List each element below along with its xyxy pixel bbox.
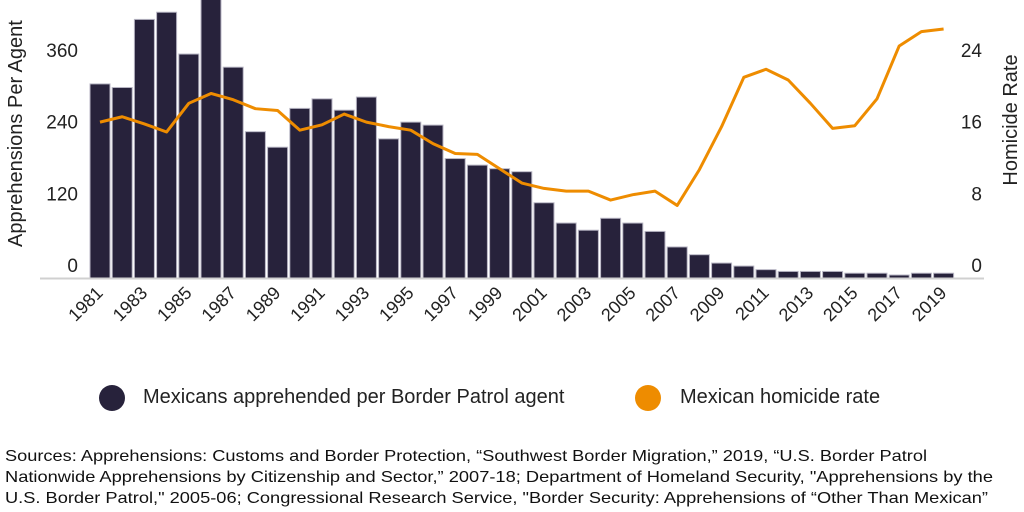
x-tick-label: 1985 xyxy=(153,283,195,325)
x-tick-label: 2013 xyxy=(775,283,817,325)
bar-1981 xyxy=(89,83,111,279)
bar-2004 xyxy=(600,217,622,279)
x-tick-label: 2003 xyxy=(553,283,595,325)
bar-2003 xyxy=(577,229,599,279)
bar-2005 xyxy=(622,222,644,279)
bar-2016 xyxy=(866,272,888,279)
bars-group xyxy=(89,0,955,279)
bar-1997 xyxy=(444,158,466,279)
bar-2019 xyxy=(933,272,955,279)
y-tick-label: 360 xyxy=(46,41,78,62)
x-tick-label: 2007 xyxy=(642,283,684,325)
bar-2010 xyxy=(733,265,755,279)
x-tick-label: 1991 xyxy=(286,283,328,325)
bar-1986 xyxy=(200,0,222,279)
bar-1983 xyxy=(133,18,155,279)
legend-label-homicide: Mexican homicide rate xyxy=(680,386,880,408)
x-tick-label: 1993 xyxy=(331,283,373,325)
y-tick-label: 0 xyxy=(67,256,78,277)
bar-1992 xyxy=(333,109,355,279)
legend: Mexicans apprehended per Border Patrol a… xyxy=(99,385,880,411)
x-tick-label: 2001 xyxy=(508,283,550,325)
bar-1988 xyxy=(244,131,266,279)
bar-2007 xyxy=(666,246,688,279)
x-tick-label: 1989 xyxy=(242,283,284,325)
x-tick-label: 2009 xyxy=(686,283,728,325)
bar-2015 xyxy=(844,272,866,279)
bar-1984 xyxy=(156,11,178,279)
y-axis-title-right: Homicide Rate xyxy=(1000,54,1022,185)
x-tick-label: 1983 xyxy=(109,283,151,325)
bar-2013 xyxy=(799,270,821,279)
bar-2018 xyxy=(910,272,932,279)
bar-1995 xyxy=(400,121,422,279)
sources-line-3: U.S. Border Patrol," 2005-06; Congressio… xyxy=(5,490,988,507)
bar-1999 xyxy=(489,168,511,279)
sources-note: Sources: Apprehensions: Customs and Bord… xyxy=(5,448,993,507)
sources-line-1: Sources: Apprehensions: Customs and Bord… xyxy=(5,448,927,465)
x-tick-label: 2017 xyxy=(864,283,906,325)
x-tick-label: 1987 xyxy=(198,283,240,325)
x-tick-label: 1995 xyxy=(375,283,417,325)
bar-2008 xyxy=(688,254,710,279)
x-tick-label: 1981 xyxy=(64,283,106,325)
bar-2000 xyxy=(511,171,533,279)
y-right-tick-label: 16 xyxy=(961,113,982,134)
x-tick-label: 2005 xyxy=(597,283,639,325)
y-right-tick-label: 8 xyxy=(971,184,982,205)
y-tick-label: 120 xyxy=(46,184,78,205)
sources-line-2: Nationwide Apprehensions by Citizenship … xyxy=(5,469,993,486)
x-tick-label: 1999 xyxy=(464,283,506,325)
bar-2002 xyxy=(555,222,577,279)
bar-1985 xyxy=(178,53,200,279)
bar-2009 xyxy=(711,262,733,279)
y-axis-right: 0 8 16 24 xyxy=(961,41,983,277)
homicide-rate-line xyxy=(99,27,944,207)
bar-1990 xyxy=(289,107,311,279)
bar-2014 xyxy=(822,270,844,279)
x-tick-label: 1997 xyxy=(420,283,462,325)
x-tick-label: 2015 xyxy=(819,283,861,325)
y-axis-left: 0 120 240 360 xyxy=(46,41,78,277)
legend-marker-apprehensions xyxy=(99,385,125,411)
x-axis: 1981 1983 1985 1987 1989 1991 1993 1995 1997 1999… xyxy=(64,283,950,325)
bar-1994 xyxy=(378,138,400,279)
x-tick-label: 2011 xyxy=(731,283,773,325)
bar-2012 xyxy=(777,270,799,279)
y-tick-label: 240 xyxy=(46,113,78,134)
bar-2006 xyxy=(644,230,666,279)
y-right-tick-label: 24 xyxy=(961,41,983,62)
bar-1989 xyxy=(267,146,289,279)
x-tick-label: 2019 xyxy=(908,283,950,325)
bar-1998 xyxy=(466,164,488,279)
legend-marker-homicide xyxy=(635,385,661,411)
bar-2001 xyxy=(533,202,555,279)
y-axis-title-left: Apprehensions Per Agent xyxy=(5,20,27,247)
y-right-tick-label: 0 xyxy=(971,256,982,277)
bar-2011 xyxy=(755,269,777,279)
legend-label-apprehensions: Mexicans apprehended per Border Patrol a… xyxy=(143,386,565,408)
